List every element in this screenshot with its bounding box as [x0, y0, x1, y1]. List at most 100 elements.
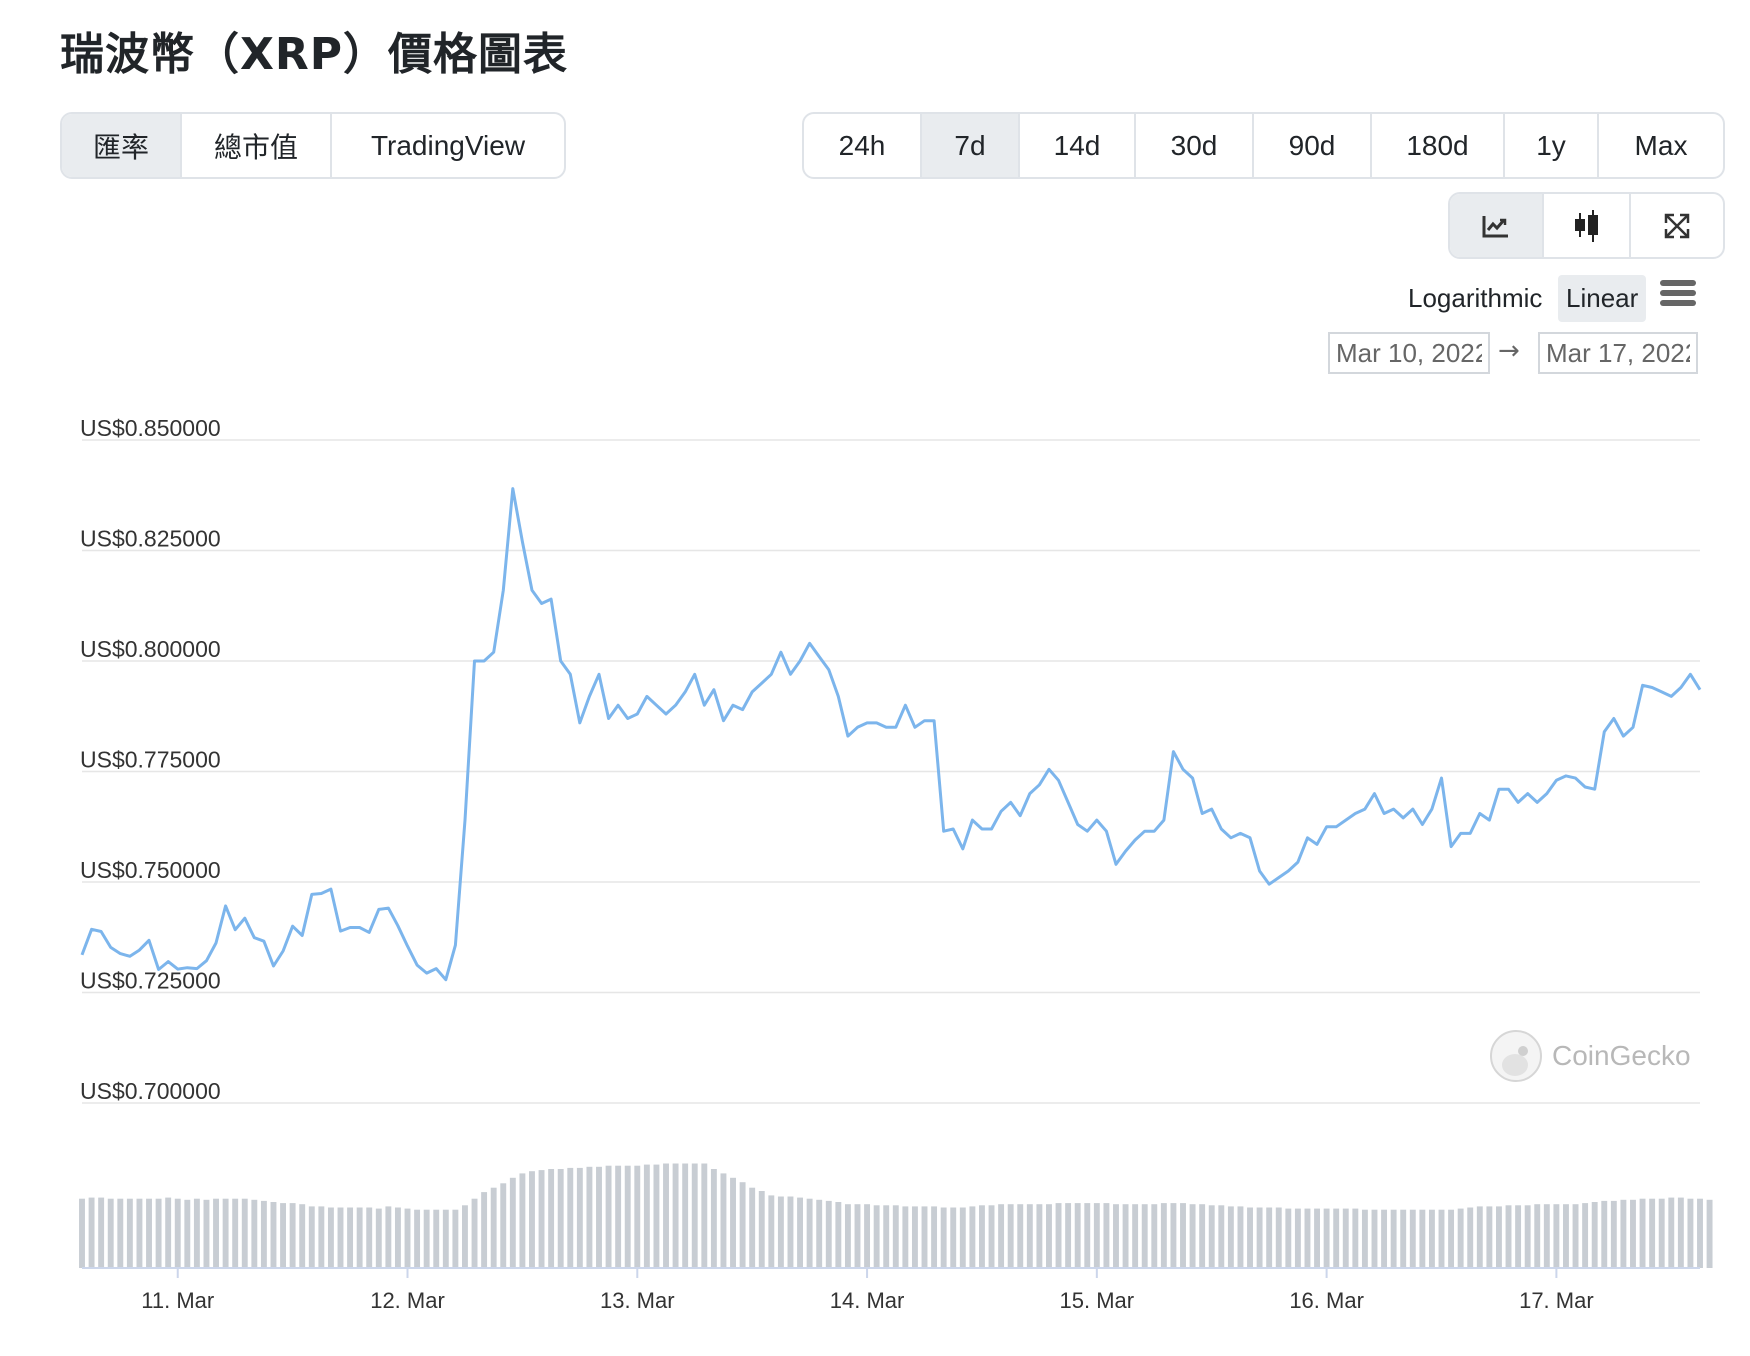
volume-bar [375, 1208, 382, 1268]
volume-bar [1582, 1203, 1589, 1268]
volume-bar [414, 1209, 421, 1268]
volume-bar [682, 1163, 689, 1268]
volume-bar [1093, 1203, 1100, 1268]
volume-bar [308, 1206, 315, 1268]
volume-bar [1677, 1197, 1684, 1268]
volume-bar [318, 1206, 325, 1268]
volume-bar [1572, 1204, 1579, 1268]
x-tick-label: 12. Mar [370, 1288, 445, 1313]
candlestick-button[interactable] [1544, 194, 1631, 257]
volume-bar [184, 1199, 191, 1268]
volume-bar [1543, 1204, 1550, 1268]
volume-bar [787, 1196, 794, 1268]
volume-bar [768, 1195, 775, 1268]
volume-bar [1275, 1207, 1282, 1268]
x-tick-label: 15. Mar [1060, 1288, 1135, 1313]
volume-bar [816, 1199, 823, 1268]
volume-bar [1208, 1205, 1215, 1268]
volume-bar [1084, 1203, 1091, 1268]
volume-bar [270, 1202, 277, 1268]
view-tabs: 匯率 總市值 TradingView [60, 112, 566, 179]
period-1y-button[interactable]: 1y [1505, 114, 1599, 177]
date-range-arrow: → [1498, 336, 1520, 366]
volume-bar [1333, 1208, 1340, 1268]
period-30d-button[interactable]: 30d [1136, 114, 1254, 177]
volume-bar [538, 1170, 545, 1268]
volume-bar [1132, 1204, 1139, 1268]
y-tick-label: US$0.750000 [80, 857, 221, 883]
volume-bar [1591, 1202, 1598, 1268]
volume-bar [519, 1173, 526, 1268]
y-tick-label: US$0.700000 [80, 1078, 221, 1104]
volume-bar [193, 1198, 200, 1268]
volume-bar [1103, 1203, 1110, 1268]
y-tick-label: US$0.775000 [80, 747, 221, 773]
linear-scale-button[interactable]: Linear [1558, 275, 1647, 322]
tab-tradingview[interactable]: TradingView [370, 129, 526, 161]
y-tick-label: US$0.850000 [80, 415, 221, 441]
chart-type-toggle [1448, 192, 1725, 259]
line-chart-icon [1482, 215, 1508, 237]
period-180d-button[interactable]: 180d [1372, 114, 1505, 177]
tab-market-cap[interactable]: 總市值 [182, 114, 332, 177]
volume-bar [165, 1197, 172, 1268]
x-tick-label: 16. Mar [1289, 1288, 1364, 1313]
volume-bar [1658, 1198, 1665, 1268]
volume-bar [940, 1207, 947, 1268]
volume-bar [854, 1204, 861, 1268]
volume-bar [576, 1167, 583, 1268]
volume-bar [806, 1198, 813, 1268]
volume-bar [260, 1200, 267, 1268]
period-7d-button[interactable]: 7d [922, 114, 1020, 177]
volume-bar [404, 1208, 411, 1268]
volume-bar [797, 1197, 803, 1268]
x-tick-label: 14. Mar [830, 1288, 905, 1313]
volume-bar [844, 1204, 851, 1268]
volume-bar [739, 1182, 746, 1268]
volume-bar [1610, 1200, 1617, 1268]
volume-bar [959, 1207, 966, 1268]
volume-bar [586, 1166, 593, 1268]
volume-bar [347, 1207, 354, 1268]
volume-bar [155, 1198, 162, 1268]
coingecko-logo-icon [1490, 1030, 1542, 1082]
tab-exchange-rate[interactable]: 匯率 [62, 114, 182, 177]
volume-bar [452, 1209, 459, 1268]
y-tick-label: US$0.725000 [80, 968, 221, 994]
volume-bar [366, 1207, 373, 1268]
volume-bar [1390, 1209, 1397, 1268]
period-max-button[interactable]: Max [1634, 129, 1688, 161]
volume-bar [1304, 1208, 1311, 1268]
volume-bar [136, 1198, 143, 1268]
volume-bar [1428, 1209, 1435, 1268]
period-14d-button[interactable]: 14d [1020, 114, 1136, 177]
line-chart-button[interactable] [1450, 194, 1544, 257]
date-from-input[interactable] [1328, 332, 1490, 374]
date-to-input[interactable] [1538, 332, 1698, 374]
volume-bar [643, 1164, 650, 1268]
logarithmic-scale-button[interactable]: Logarithmic [1408, 283, 1543, 313]
volume-bar [1515, 1205, 1522, 1268]
chart-menu-icon[interactable] [1660, 280, 1696, 312]
price-series-line [80, 487, 1702, 982]
period-24h-button[interactable]: 24h [804, 114, 922, 177]
y-tick-label: US$0.825000 [80, 526, 221, 552]
coingecko-watermark: CoinGecko [1490, 1030, 1691, 1082]
period-90d-button[interactable]: 90d [1254, 114, 1372, 177]
volume-bar [1639, 1198, 1646, 1268]
fullscreen-button[interactable] [1631, 194, 1723, 257]
volume-bar [1189, 1204, 1196, 1268]
volume-bar [462, 1205, 468, 1268]
volume-bar [911, 1206, 918, 1268]
volume-bar [471, 1198, 478, 1268]
volume-bar [931, 1206, 938, 1268]
volume-bar [174, 1198, 181, 1268]
volume-bar [1036, 1204, 1043, 1268]
volume-bar [615, 1165, 622, 1268]
volume-bar [720, 1173, 727, 1268]
volume-bar [567, 1167, 574, 1268]
volume-bar [969, 1206, 976, 1268]
volume-bar [442, 1209, 449, 1268]
volume-bar [1448, 1209, 1455, 1268]
